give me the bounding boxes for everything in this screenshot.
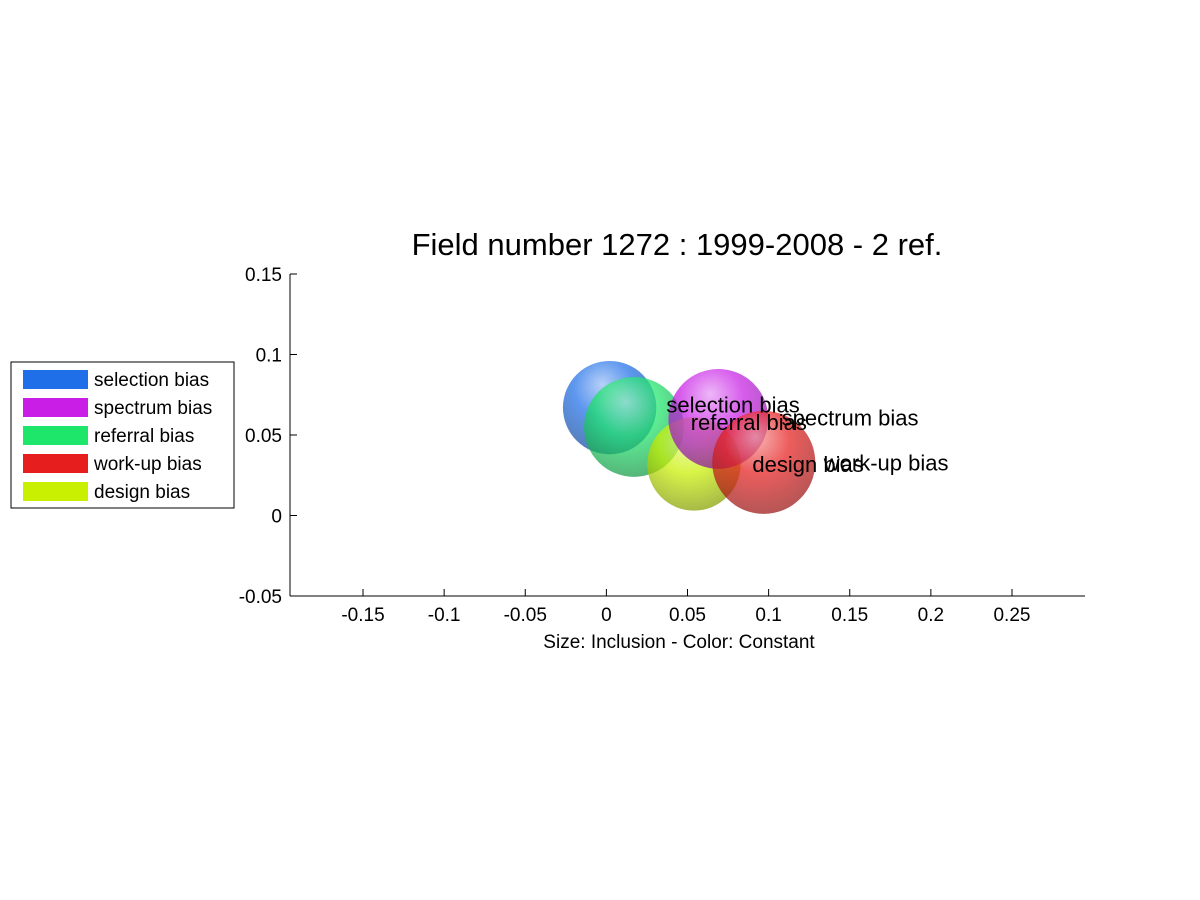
point-label-work-up-bias: work-up bias <box>823 450 949 475</box>
legend-label: spectrum bias <box>94 398 212 419</box>
x-tick-label: -0.05 <box>504 605 547 626</box>
legend-swatch <box>23 454 88 473</box>
bubble-work-up-bias <box>712 410 816 514</box>
legend-swatch <box>23 426 88 445</box>
y-tick-label: -0.05 <box>239 587 282 608</box>
legend-swatch <box>23 482 88 501</box>
y-tick-label: 0.05 <box>245 426 282 447</box>
point-label-spectrum-bias: spectrum bias <box>782 405 919 430</box>
legend-label: work-up bias <box>93 454 202 475</box>
x-tick-label: 0.2 <box>918 605 944 626</box>
x-tick-label: 0.1 <box>755 605 781 626</box>
x-axis-label: Size: Inclusion - Color: Constant <box>543 632 815 653</box>
legend-swatch <box>23 370 88 389</box>
x-tick-label: -0.1 <box>428 605 461 626</box>
x-tick-label: 0.05 <box>669 605 706 626</box>
legend-swatch <box>23 398 88 417</box>
y-tick-label: 0 <box>271 507 282 528</box>
point-label-design-bias: design bias <box>752 452 863 477</box>
legend-label: referral bias <box>94 426 194 447</box>
point-label-referral-bias: referral bias <box>691 410 807 435</box>
chart-title: Field number 1272 : 1999-2008 - 2 ref. <box>412 227 943 262</box>
x-tick-label: 0.25 <box>993 605 1030 626</box>
y-tick-label: 0.15 <box>245 265 282 286</box>
y-tick-label: 0.1 <box>256 346 282 367</box>
x-tick-label: 0 <box>601 605 612 626</box>
legend: selection bias spectrum bias referral bias… <box>10 361 235 509</box>
axes: -0.15 -0.1 -0.05 0 0.05 0.1 0.15 0.2 0.25 -0.05 0 0… <box>239 265 1085 626</box>
bubbles-layer <box>562 360 816 514</box>
legend-label: design bias <box>94 482 190 503</box>
x-tick-label: 0.15 <box>831 605 868 626</box>
point-label-selection-bias: selection bias <box>666 392 799 417</box>
x-tick-label: -0.15 <box>341 605 384 626</box>
legend-label: selection bias <box>94 370 209 391</box>
